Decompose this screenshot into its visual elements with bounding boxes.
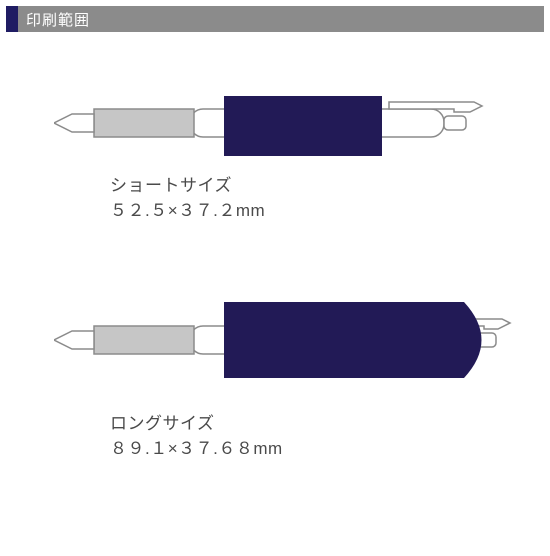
pen-long-svg: [54, 302, 514, 394]
pen-long: [54, 302, 514, 394]
caption-long-line1: ロングサイズ: [110, 412, 283, 437]
caption-short-line2: ５２.５×３７.２mm: [110, 199, 265, 224]
pen-short-svg: [54, 96, 484, 166]
header-title: 印刷範囲: [18, 6, 544, 32]
caption-short: ショートサイズ ５２.５×３７.２mm: [110, 174, 265, 223]
caption-short-line1: ショートサイズ: [110, 174, 265, 199]
caption-long: ロングサイズ ８９.１×３７.６８mm: [110, 412, 283, 461]
header-accent: [6, 6, 18, 32]
header-bar: 印刷範囲: [6, 6, 544, 32]
pen-short: [54, 96, 484, 166]
caption-long-line2: ８９.１×３７.６８mm: [110, 437, 283, 462]
